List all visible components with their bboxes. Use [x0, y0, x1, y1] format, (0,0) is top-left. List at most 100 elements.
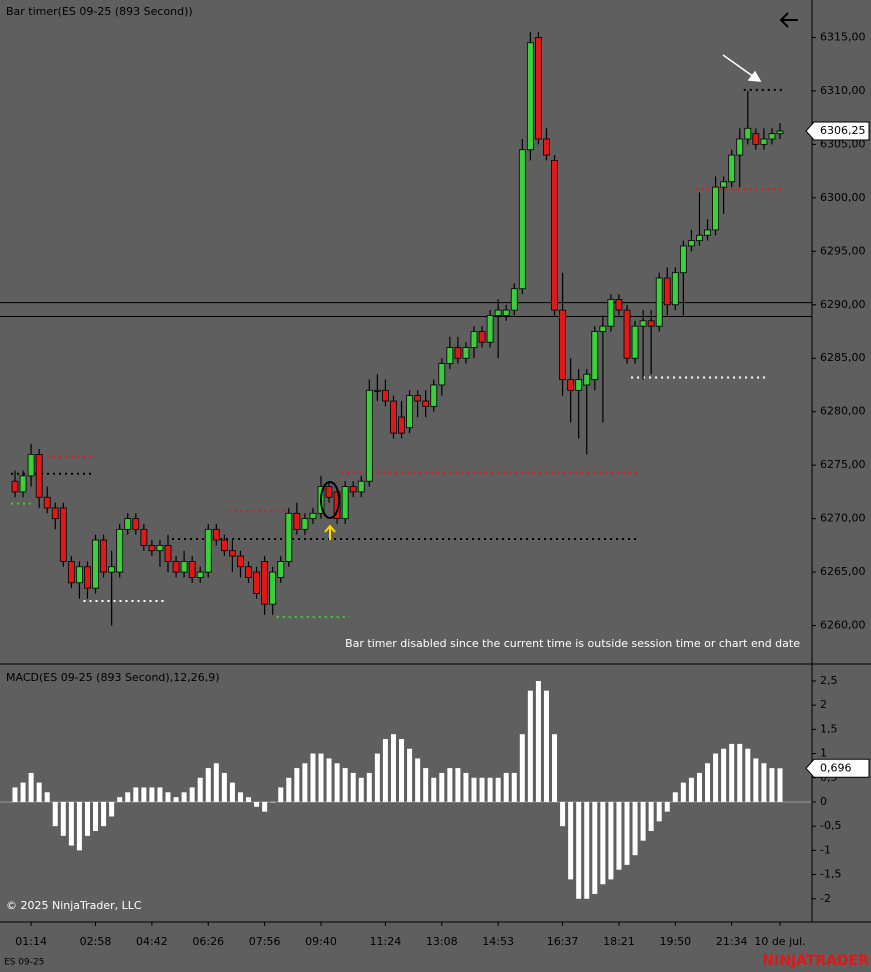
y-tick-label: 6300,00	[820, 191, 866, 204]
candle-body	[373, 389, 381, 392]
macd-bar	[455, 768, 461, 802]
macd-bar	[20, 782, 26, 802]
candle-body	[655, 277, 663, 327]
macd-bar	[592, 801, 598, 894]
candle-body	[543, 138, 550, 156]
candle-body	[301, 518, 309, 530]
macd-bar	[439, 772, 445, 802]
x-tick-label: 14:53	[482, 935, 514, 948]
candle-body	[438, 363, 446, 386]
macd-bar	[205, 768, 211, 802]
y-tick-label: 6265,00	[820, 565, 866, 578]
x-tick-label: 04:42	[136, 935, 168, 948]
macd-bar	[173, 797, 179, 802]
macd-bar	[511, 772, 517, 802]
macd-bar	[487, 777, 493, 802]
macd-bar	[769, 768, 775, 802]
annotation: Bar timer disabled since the current tim…	[345, 637, 800, 650]
macd-bar	[149, 787, 155, 802]
candle-body	[204, 528, 212, 573]
candle-body	[84, 566, 91, 589]
y-tick-label: 6310,00	[820, 84, 866, 97]
candle-body	[704, 229, 711, 236]
candle-body	[148, 544, 156, 552]
macd-bar	[600, 801, 606, 885]
instrument: ES 09-25	[4, 958, 44, 968]
chart-title: Bar timer(ES 09-25 (893 Second))	[6, 5, 193, 18]
macd-bar	[326, 758, 332, 802]
candle-body	[494, 309, 502, 316]
candle-body	[462, 347, 470, 359]
macd-bar	[624, 801, 630, 865]
macd-bar	[568, 801, 574, 880]
candle-body	[430, 384, 438, 407]
macd-bar	[157, 787, 163, 802]
macd-bar	[737, 743, 743, 802]
y-tick-label: 6260,00	[820, 619, 866, 632]
candle-body	[390, 400, 397, 434]
back-arrow[interactable]	[779, 12, 798, 28]
macd-bar	[93, 801, 99, 832]
candle-body	[406, 395, 413, 429]
candle-body	[341, 486, 349, 520]
y-tick-label: 6280,00	[820, 405, 866, 418]
macd-bar	[141, 787, 147, 802]
candle-body	[35, 454, 43, 498]
candle-body	[607, 299, 615, 327]
macd-label: 0,696	[820, 761, 852, 774]
candle-body	[132, 518, 140, 530]
candle-body	[679, 245, 687, 274]
macd-bar	[632, 801, 638, 856]
candle-body	[647, 320, 655, 327]
candle-body	[414, 395, 422, 402]
macd-bar	[519, 734, 525, 802]
y-tick-label: 6305,00	[820, 137, 866, 150]
macd-bar	[527, 690, 533, 802]
macd-bar	[44, 792, 50, 802]
candle-body	[663, 277, 671, 306]
x-tick-label: 21:34	[716, 935, 748, 948]
candle-body	[59, 507, 67, 562]
candle-body	[293, 512, 301, 530]
macd-bar	[237, 792, 243, 802]
candle-body	[43, 496, 51, 509]
candle-body	[156, 544, 164, 552]
macd-bar	[197, 777, 203, 802]
macd-bar	[399, 739, 405, 802]
macd-bar	[109, 801, 115, 817]
candle-body	[615, 299, 623, 311]
macd-bar	[36, 782, 42, 802]
macd-bar	[28, 772, 34, 802]
y-tick-label: 1,5	[820, 722, 838, 735]
x-tick-label: 10 de jul.	[754, 935, 805, 948]
macd-bar	[117, 797, 123, 802]
y-tick-label: 6275,00	[820, 458, 866, 471]
candle-body	[365, 389, 373, 482]
macd-bar	[165, 792, 171, 802]
candle-body	[591, 331, 599, 381]
macd-bar	[246, 797, 252, 802]
y-tick-label: -1,5	[820, 868, 841, 881]
macd-bar	[294, 768, 300, 802]
candle-body	[752, 133, 760, 145]
candle-body	[269, 571, 277, 605]
candle-body	[478, 331, 486, 343]
candle-body	[510, 288, 518, 311]
macd-bar	[447, 768, 453, 802]
candle-body	[559, 309, 566, 381]
candle-body	[760, 138, 768, 145]
x-tick-label: 13:08	[426, 935, 458, 948]
macd-bar	[221, 772, 227, 802]
macd-bar	[229, 782, 235, 802]
candle-body	[486, 315, 494, 343]
candle-body	[688, 240, 695, 247]
candle-body	[454, 347, 462, 359]
macd-bar	[213, 763, 219, 802]
candle-body	[108, 566, 116, 573]
candle-body	[736, 138, 744, 156]
x-tick-label: 02:58	[80, 935, 112, 948]
macd-bar	[310, 753, 316, 802]
candle-body	[768, 133, 776, 140]
